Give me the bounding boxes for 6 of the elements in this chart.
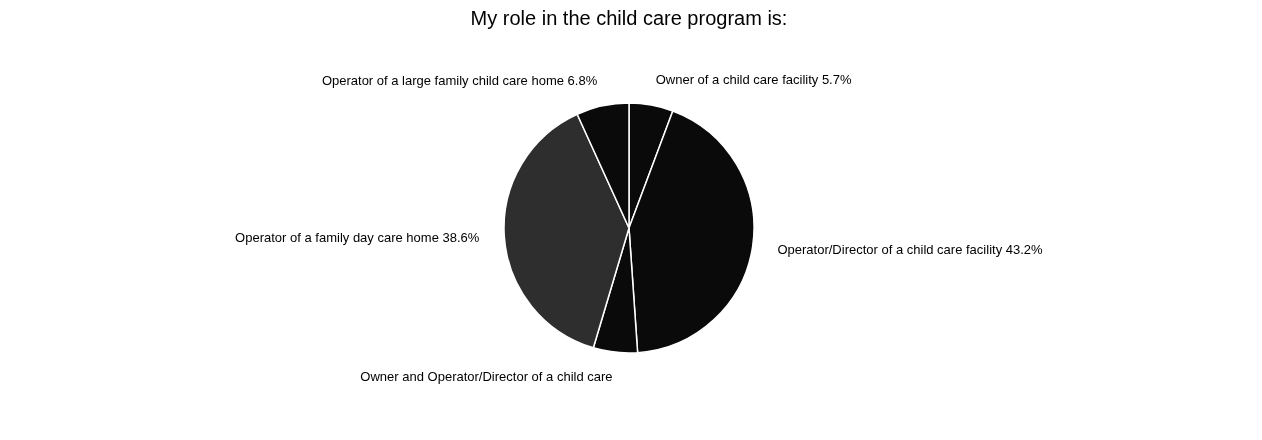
slice-label: Operator/Director of a child care facility 43.2% [777, 241, 1044, 257]
chart-title: My role in the child care program is: [470, 7, 788, 29]
slice-label: Operator of a large family child care home 6.8% [321, 73, 598, 89]
slice-label: Operator of a family day care home 38.6% [235, 230, 480, 246]
slice-label: Owner of a child care facility 5.7% [655, 72, 852, 88]
slice-label: Owner and Operator/Director of a child care [360, 369, 613, 385]
